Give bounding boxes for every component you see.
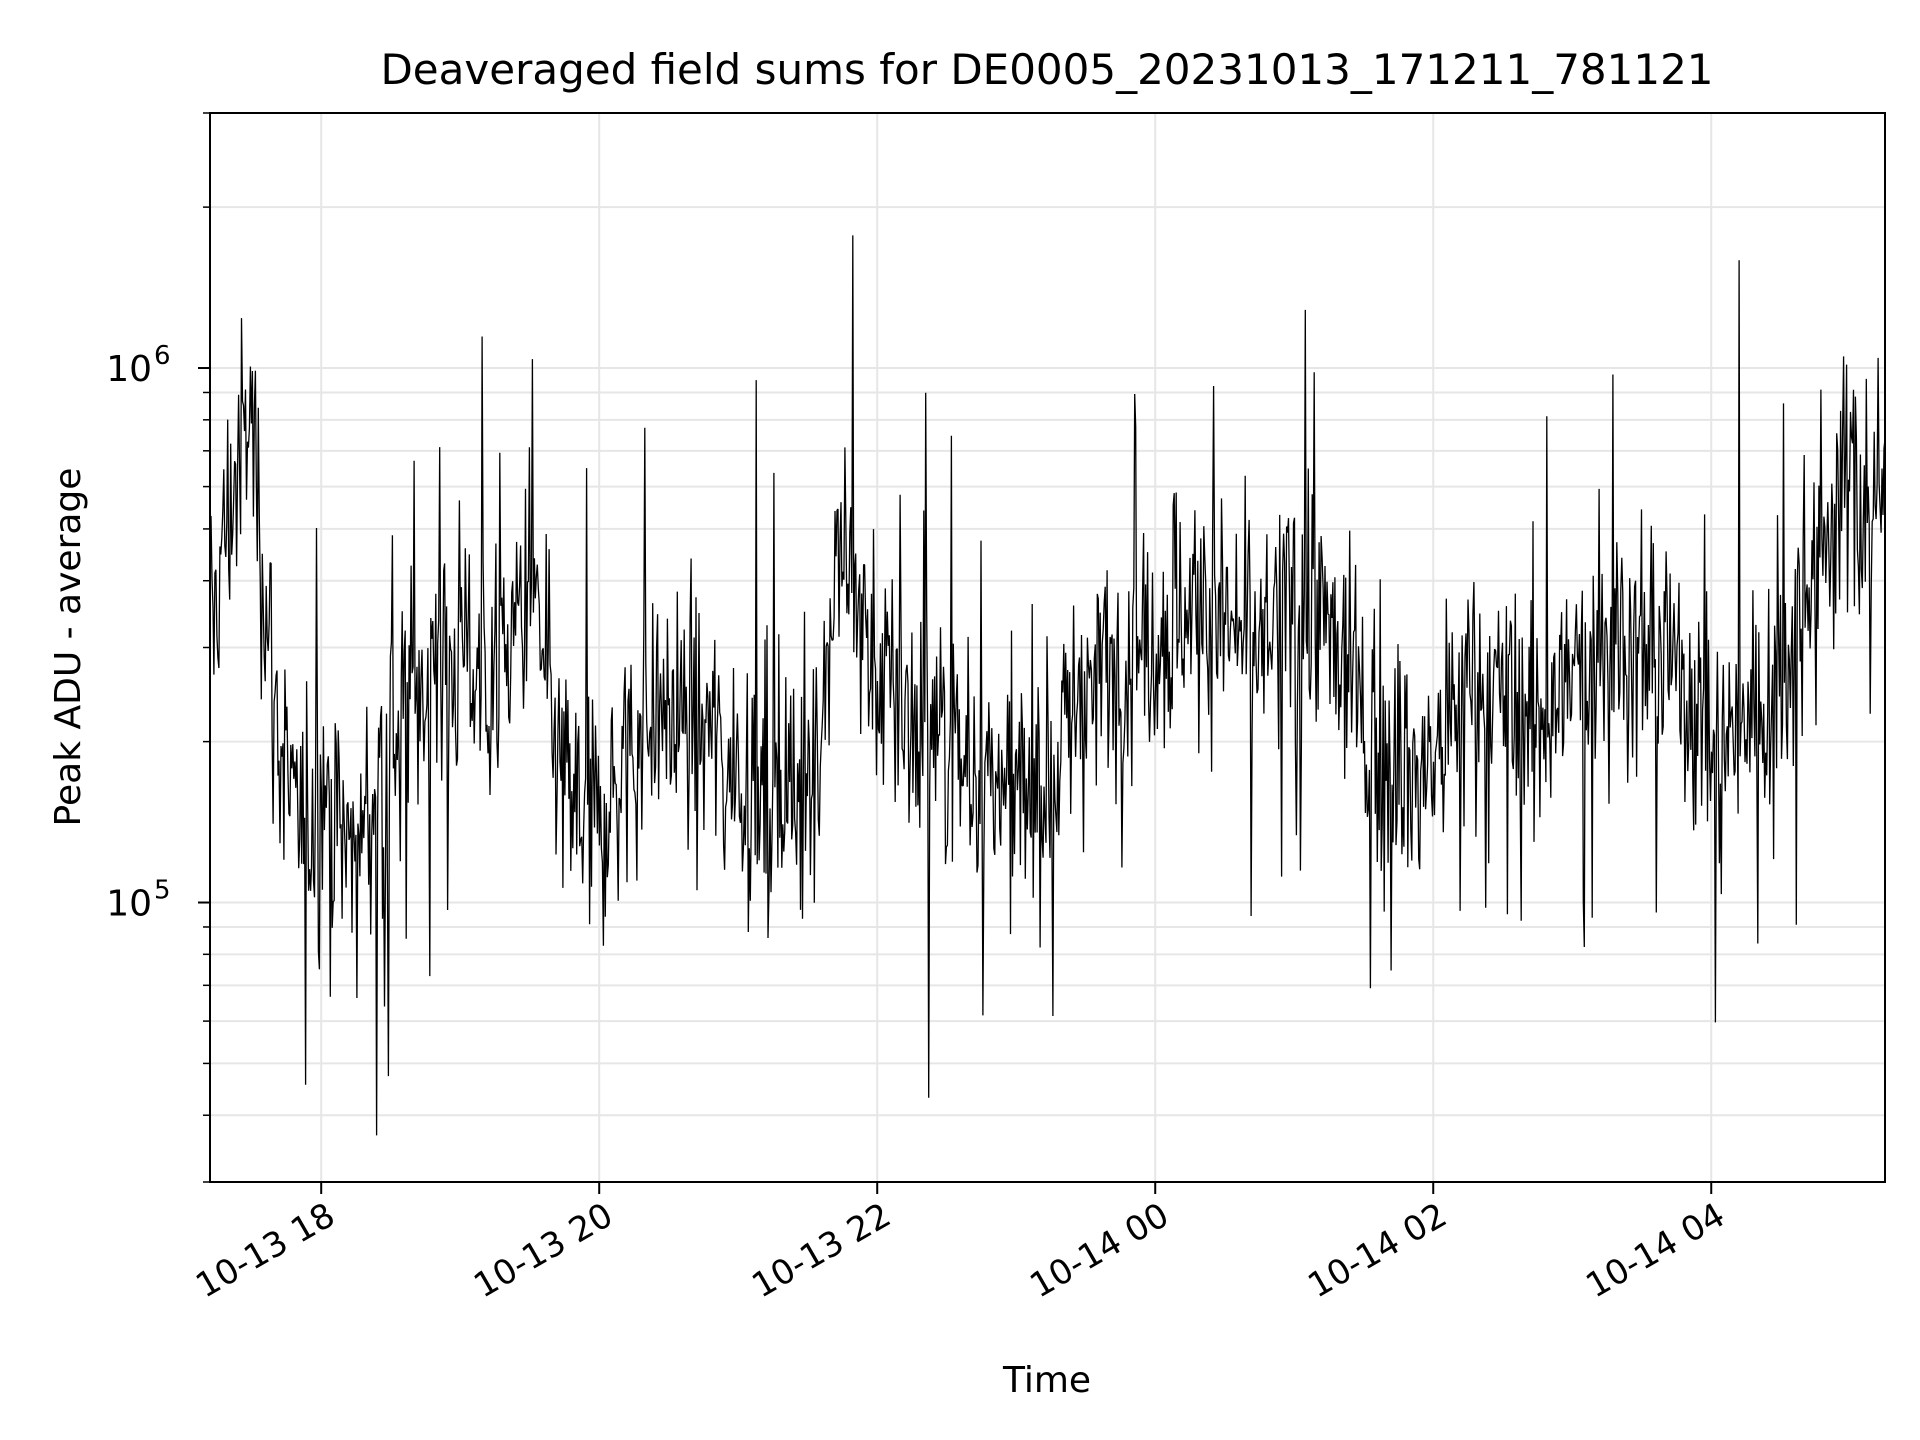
chart-title: Deaveraged field sums for DE0005_2023101… xyxy=(380,45,1713,94)
series-line xyxy=(209,235,1886,1136)
y-tick-label: 10 xyxy=(106,349,152,390)
y-axis-label: Peak ADU - average xyxy=(48,468,89,827)
y-tick-label-base: 10 xyxy=(106,349,152,390)
y-tick-label-base: 10 xyxy=(106,884,152,925)
y-tick-label: 10 xyxy=(106,884,152,925)
x-axis-label: Time xyxy=(1002,1360,1091,1401)
y-tick-label-exponent: 6 xyxy=(154,341,171,371)
major-gridlines xyxy=(210,113,1885,1182)
y-tick-label-exponent: 5 xyxy=(154,876,171,906)
series-layer xyxy=(209,235,1886,1136)
